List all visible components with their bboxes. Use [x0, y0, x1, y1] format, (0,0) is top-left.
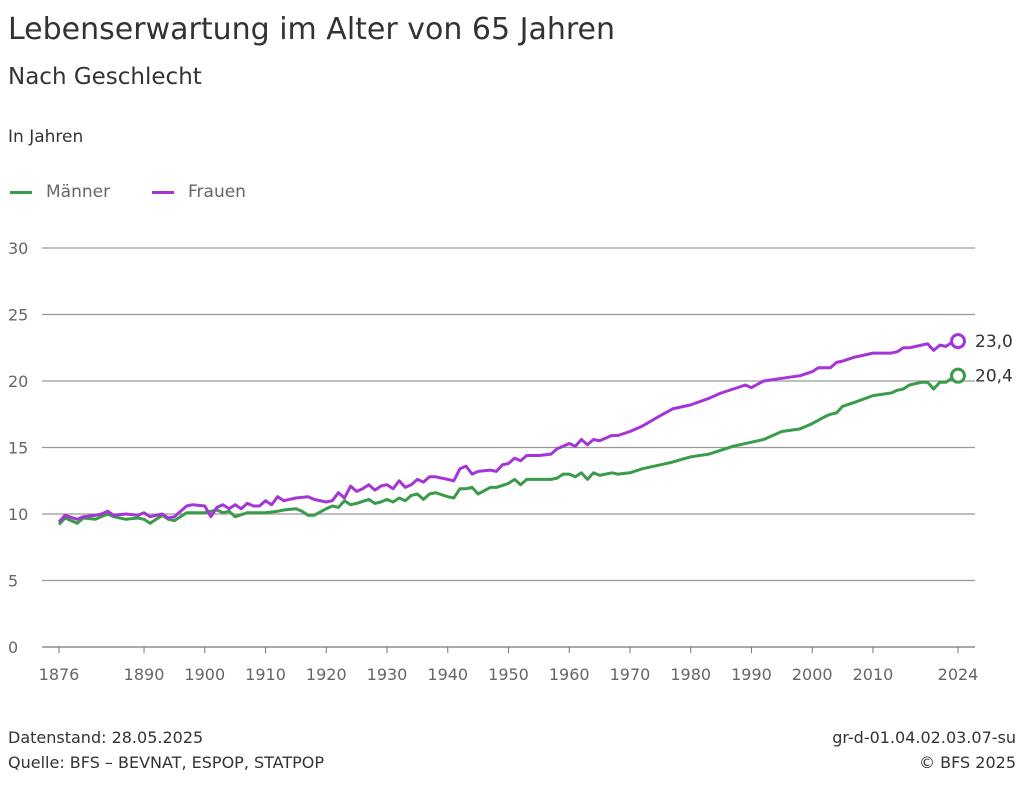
- x-tick-label: 1960: [549, 665, 590, 684]
- y-tick-label: 0: [8, 638, 18, 657]
- copyright: © BFS 2025: [919, 753, 1016, 772]
- x-tick-label: 1980: [670, 665, 711, 684]
- x-tick-label: 1920: [306, 665, 347, 684]
- source: Quelle: BFS – BEVNAT, ESPOP, STATPOP: [8, 753, 325, 772]
- data-date: Datenstand: 28.05.2025: [8, 728, 204, 747]
- end-point-marker: [950, 367, 966, 384]
- x-tick-label: 2024: [938, 665, 979, 684]
- end-value-label: 23,0: [975, 332, 1013, 352]
- x-tick-label: 1910: [245, 665, 286, 684]
- x-tick-label: 2010: [853, 665, 894, 684]
- y-tick-label: 25: [8, 306, 28, 325]
- x-tick-label: 1890: [124, 665, 165, 684]
- y-axis-label: In Jahren: [8, 127, 84, 147]
- legend-item-frauen[interactable]: Frauen: [152, 182, 246, 202]
- chart-title: Lebenserwartung im Alter von 65 Jahren: [8, 12, 616, 47]
- legend-label: Frauen: [188, 182, 246, 202]
- y-tick-label: 10: [8, 505, 28, 524]
- x-tick-label: 1876: [39, 665, 80, 684]
- x-tick-label: 1900: [184, 665, 225, 684]
- chart-subtitle: Nach Geschlecht: [8, 64, 202, 90]
- y-tick-label: 20: [8, 372, 28, 391]
- x-tick-label: 1950: [488, 665, 529, 684]
- y-tick-label: 30: [8, 239, 28, 258]
- legend-item-maenner[interactable]: Männer: [10, 182, 110, 202]
- x-tick-label: 1940: [427, 665, 468, 684]
- y-tick-label: 15: [8, 439, 28, 458]
- chart-id: gr-d-01.04.02.03.07-su: [832, 728, 1016, 747]
- legend-swatch: [10, 190, 32, 194]
- end-point-marker: [950, 333, 966, 350]
- legend-swatch: [152, 190, 174, 194]
- y-tick-label: 5: [8, 572, 18, 591]
- x-tick-label: 1930: [367, 665, 408, 684]
- series-line-männer: [57, 374, 959, 526]
- x-tick-label: 1990: [731, 665, 772, 684]
- x-tick-label: 1970: [610, 665, 651, 684]
- end-value-label: 20,4: [975, 367, 1013, 387]
- series-line-frauen: [57, 339, 959, 524]
- x-tick-label: 2000: [792, 665, 833, 684]
- legend-label: Männer: [46, 182, 111, 202]
